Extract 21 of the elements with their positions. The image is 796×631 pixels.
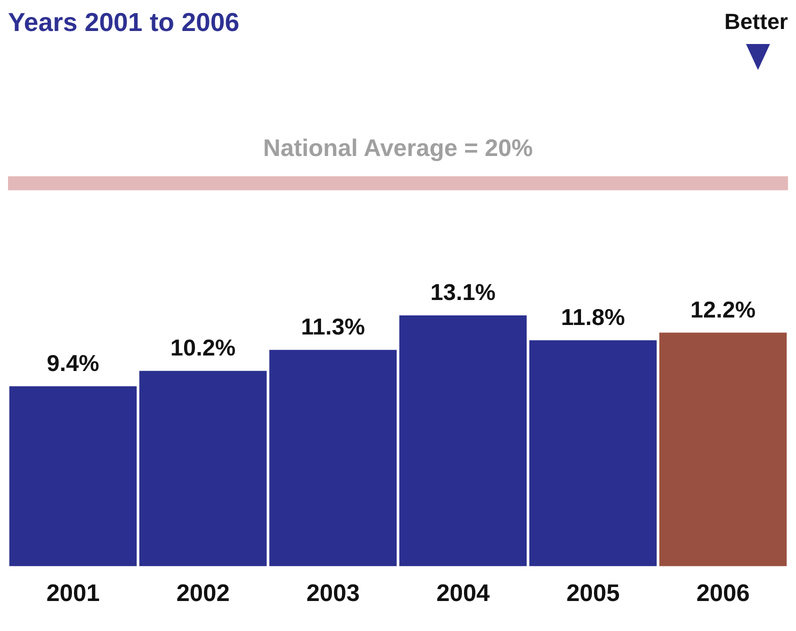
data-label: 10.2% [170,334,236,361]
x-tick-label: 2005 [566,580,620,608]
bar [399,315,527,566]
x-tick-label: 2004 [436,580,490,608]
data-label: 9.4% [46,350,100,376]
x-tick-label: 2003 [306,580,360,608]
x-tick-label: 2002 [176,580,230,608]
bar [269,350,397,566]
bar [9,386,137,566]
data-label: 11.8% [561,304,625,330]
bar [529,340,657,566]
text: Better [724,9,788,34]
data-label: 11.3% [301,314,365,340]
data-label: 12.2% [690,296,756,322]
ref-line-label: National Average = 20% [263,134,533,162]
bar [659,332,787,566]
x-tick-label: 2001 [46,580,100,608]
x-tick-label: 2006 [696,580,750,608]
chart-title: Years 2001 to 2006 [8,6,240,37]
bar [139,370,267,566]
data-label: 13.1% [430,279,496,306]
